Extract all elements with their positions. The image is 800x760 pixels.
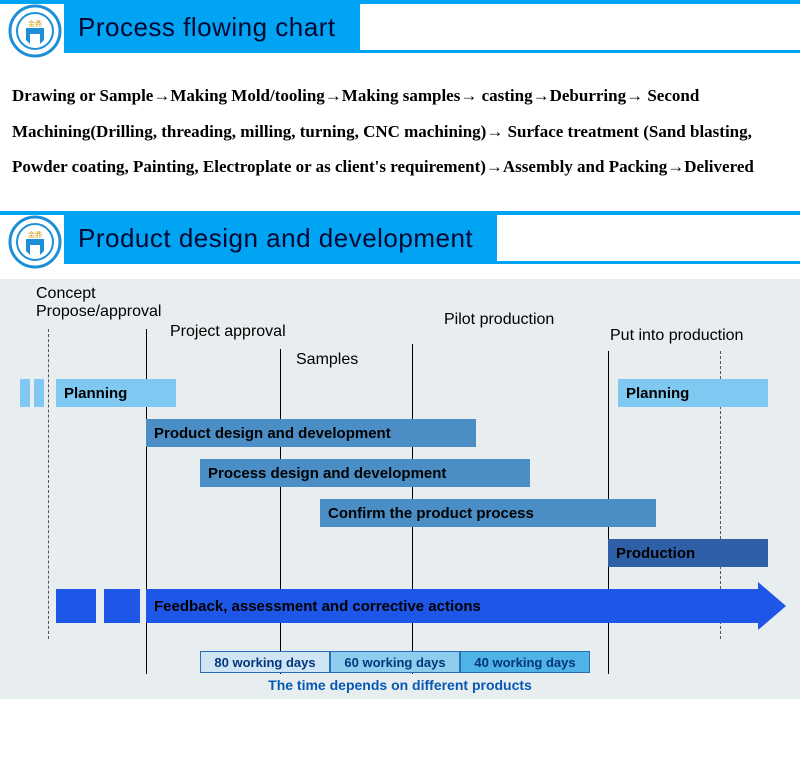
header-title-box: Process flowing chart [64,4,360,50]
header-underline [64,261,800,264]
gantt-divider [280,349,281,674]
gantt-bar: Process design and development [200,459,530,487]
header-title: Process flowing chart [78,12,336,43]
duration-box: 60 working days [330,651,460,673]
svg-text:金鼎: 金鼎 [28,19,42,28]
milestone-label: Project approval [170,323,286,341]
svg-text:金鼎: 金鼎 [28,230,42,239]
company-logo-icon: 金鼎 [8,215,62,269]
arrow-head-icon [758,582,786,630]
section-header-process-flow: 金鼎 Process flowing chart [0,0,800,60]
gantt-footer-note: The time depends on different products [0,677,800,693]
gantt-bar: Product design and development [146,419,476,447]
arrow-segment [104,589,140,623]
gantt-bar: Planning [618,379,768,407]
header-underline [64,50,800,53]
gantt-bar: Production [608,539,768,567]
milestone-label: Put into production [610,327,743,345]
duration-box: 80 working days [200,651,330,673]
header-title-box: Product design and development [64,215,497,261]
company-logo-icon: 金鼎 [8,4,62,58]
section-header-product-design: 金鼎 Product design and development [0,211,800,271]
milestone-label: Pilot production [444,311,554,329]
duration-box: 40 working days [460,651,590,673]
arrow-segment [56,589,96,623]
gantt-bar-segment [34,379,44,407]
gantt-bar-segment [20,379,30,407]
gantt-bar: Planning [56,379,176,407]
gantt-bar: Confirm the product process [320,499,656,527]
feedback-arrow-bar: Feedback, assessment and corrective acti… [146,589,758,623]
milestone-label: Concept Propose/approval [36,285,161,322]
gantt-divider [48,329,49,639]
process-flow-text: Drawing or Sample→Making Mold/tooling→Ma… [0,68,800,211]
milestone-label: Samples [296,351,358,369]
gantt-chart: Concept Propose/approval Project approval… [0,279,800,699]
header-title: Product design and development [78,223,473,254]
